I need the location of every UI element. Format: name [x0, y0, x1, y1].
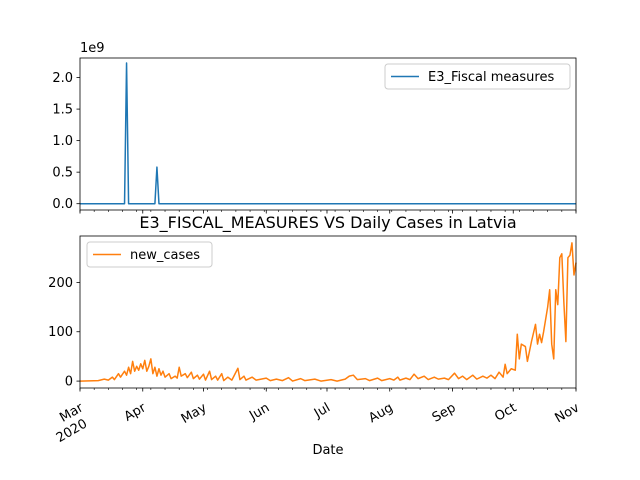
- x-tick-label: Apr: [122, 400, 150, 425]
- x-tick-label: Jun: [246, 400, 272, 424]
- x-tick-label: Jul: [311, 400, 333, 421]
- x-tick-label: Sep: [430, 400, 459, 425]
- x-tick-label: Nov: [553, 400, 583, 426]
- x-axis-label: Date: [312, 443, 343, 458]
- y-tick-label: 0.5: [52, 166, 73, 181]
- y-offset-label: 1e9: [80, 41, 105, 56]
- x-tick-label: May: [179, 400, 210, 427]
- legend: new_cases: [86, 241, 213, 268]
- chart-title: E3_FISCAL_MEASURES VS Daily Cases in Lat…: [139, 213, 516, 233]
- series-line-new_cases: [79, 242, 577, 382]
- legend-label: E3_Fiscal measures: [428, 70, 554, 85]
- y-tick-label: 0.0: [52, 197, 73, 212]
- y-tick-label: 0: [65, 375, 73, 390]
- axes-frame: [79, 235, 577, 389]
- y-tick-label: 2.0: [52, 71, 73, 86]
- legend-label: new_cases: [130, 248, 200, 263]
- legend-box: [384, 63, 571, 90]
- y-tick-label: 100: [48, 325, 73, 340]
- y-tick-label: 1.0: [52, 134, 73, 149]
- bottom-panel: 0 100 200 E3_FISCAL_MEASURES VS Daily Cases…: [48, 213, 582, 458]
- x-tick-label: Oct: [492, 400, 519, 424]
- legend-box: [86, 241, 213, 268]
- top-panel: 0.0 0.5 1.0 1.5 2.0 1e9 E3_Fiscal measures: [52, 41, 577, 214]
- series-line-E3_Fiscal measures: [80, 62, 576, 205]
- y-tick-label: 200: [48, 276, 73, 291]
- y-tick-label: 1.5: [52, 103, 73, 118]
- legend: E3_Fiscal measures: [384, 63, 571, 90]
- x-tick-label: Aug: [366, 400, 395, 426]
- axes-frame: [79, 57, 577, 211]
